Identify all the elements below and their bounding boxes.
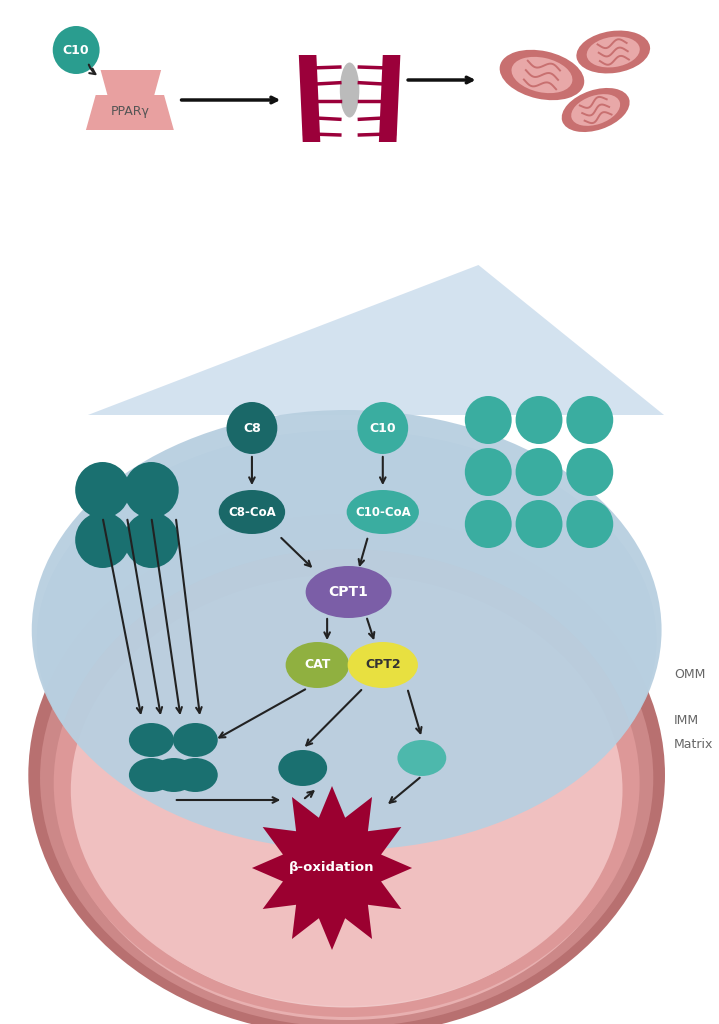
Text: C10: C10 — [63, 43, 89, 56]
Ellipse shape — [152, 758, 196, 792]
Polygon shape — [101, 70, 161, 95]
Circle shape — [124, 462, 179, 518]
Ellipse shape — [173, 758, 218, 792]
Ellipse shape — [54, 549, 640, 1017]
Text: C10: C10 — [370, 422, 396, 434]
Circle shape — [567, 500, 613, 548]
Ellipse shape — [306, 566, 392, 618]
Ellipse shape — [571, 94, 620, 126]
Text: Matrix: Matrix — [674, 738, 713, 752]
Ellipse shape — [511, 57, 572, 93]
Ellipse shape — [28, 514, 665, 1024]
Ellipse shape — [285, 642, 349, 688]
Text: C10-CoA: C10-CoA — [355, 506, 411, 518]
Ellipse shape — [587, 37, 640, 68]
Circle shape — [357, 402, 408, 454]
Ellipse shape — [347, 490, 419, 534]
Ellipse shape — [44, 535, 649, 1024]
Text: CAT: CAT — [304, 658, 331, 672]
Ellipse shape — [500, 50, 585, 100]
Circle shape — [516, 449, 562, 496]
Circle shape — [75, 462, 130, 518]
Circle shape — [567, 396, 613, 444]
Polygon shape — [379, 55, 400, 142]
Ellipse shape — [562, 88, 630, 132]
Polygon shape — [86, 95, 174, 130]
Circle shape — [75, 512, 130, 568]
Circle shape — [464, 449, 512, 496]
Polygon shape — [299, 55, 320, 142]
Ellipse shape — [58, 560, 635, 1020]
Circle shape — [516, 500, 562, 548]
Circle shape — [464, 396, 512, 444]
Circle shape — [52, 26, 100, 74]
Circle shape — [124, 512, 179, 568]
Ellipse shape — [129, 723, 174, 757]
Text: CPT2: CPT2 — [365, 658, 400, 672]
Ellipse shape — [173, 723, 218, 757]
Ellipse shape — [32, 410, 661, 850]
Ellipse shape — [29, 515, 664, 1024]
Polygon shape — [88, 265, 664, 415]
Ellipse shape — [278, 750, 327, 786]
Text: C8: C8 — [243, 422, 261, 434]
Circle shape — [567, 449, 613, 496]
Ellipse shape — [129, 758, 174, 792]
Ellipse shape — [70, 574, 623, 1006]
Circle shape — [516, 396, 562, 444]
Circle shape — [464, 500, 512, 548]
Ellipse shape — [219, 490, 285, 534]
Text: C8-CoA: C8-CoA — [228, 506, 276, 518]
Ellipse shape — [347, 642, 418, 688]
Ellipse shape — [577, 31, 650, 74]
Polygon shape — [252, 786, 412, 950]
Ellipse shape — [37, 430, 656, 850]
Ellipse shape — [398, 740, 446, 776]
Text: IMM: IMM — [674, 714, 699, 726]
Text: OMM: OMM — [674, 669, 705, 682]
Circle shape — [226, 402, 278, 454]
Ellipse shape — [340, 62, 360, 118]
Ellipse shape — [81, 593, 613, 1008]
Text: PPARγ: PPARγ — [111, 105, 150, 119]
Text: CPT1: CPT1 — [329, 585, 369, 599]
Text: β-oxidation: β-oxidation — [289, 861, 375, 874]
Ellipse shape — [40, 529, 654, 1024]
